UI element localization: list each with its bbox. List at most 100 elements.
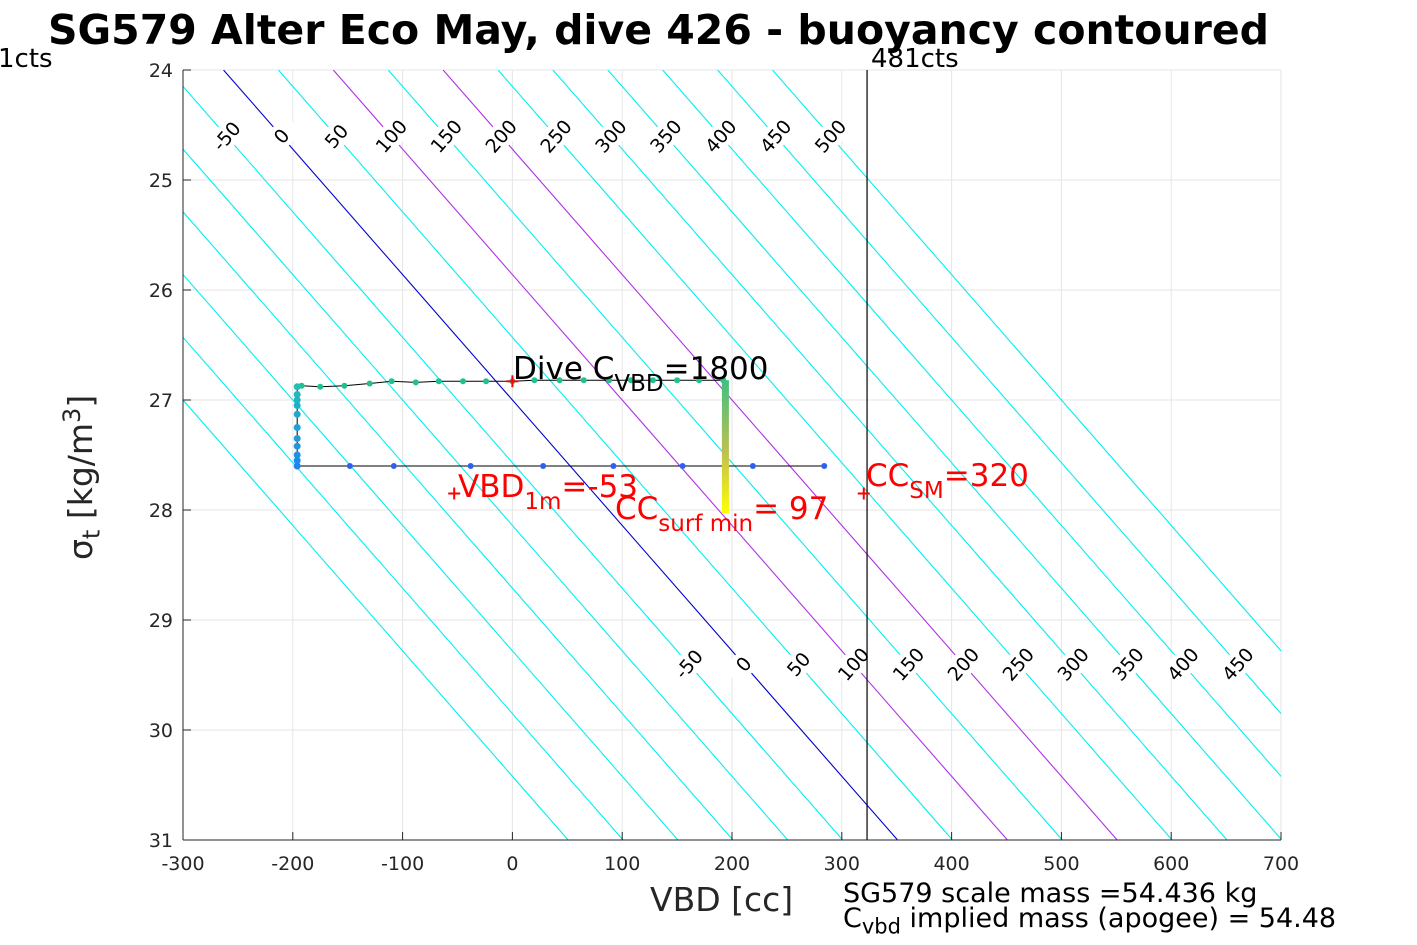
bottom-point xyxy=(293,402,301,409)
x-tick-label: 300 xyxy=(824,853,860,875)
contour-label-upper-bg xyxy=(260,114,303,158)
chart-title: SG579 Alter Eco May, dive 426 - buoyancy… xyxy=(48,6,1270,54)
contour-line xyxy=(607,70,1281,840)
dive-point xyxy=(580,377,587,384)
contour-label-upper-bg xyxy=(534,114,577,158)
dive-series xyxy=(293,377,828,514)
contour-labels: -50 0 50 100 150 200 250 300 350 400 450 500-50 0 50 1… xyxy=(205,114,1259,686)
y-tick-label: 31 xyxy=(149,830,173,852)
dive-line xyxy=(297,379,724,388)
x-tick-label: 400 xyxy=(933,853,969,875)
climb-point xyxy=(821,463,828,469)
contour-label-lower-bg xyxy=(1161,642,1204,686)
contour-label-upper-bg xyxy=(370,114,412,158)
y-label-units: [kg/m xyxy=(61,422,100,520)
contour-label-upper-bg xyxy=(699,114,742,158)
contour-label-lower-bg xyxy=(1106,642,1149,686)
dive-point xyxy=(435,378,442,385)
bottom-point xyxy=(293,383,301,391)
x-tick-label: 0 xyxy=(506,853,518,875)
x-axis-label: VBD [cc] xyxy=(650,880,794,919)
contour-label-upper-bg xyxy=(315,114,358,158)
y-label-sigma: σ xyxy=(61,539,100,560)
x-tick-label: 500 xyxy=(1043,853,1079,875)
footer-rest: implied mass (apogee) = 54.48 xyxy=(900,903,1337,934)
bottom-point xyxy=(293,457,301,464)
contour-line xyxy=(183,211,734,840)
contour-line xyxy=(183,336,624,840)
contour-label-lower-bg xyxy=(832,642,875,686)
contour-label-lower-bg xyxy=(942,642,984,686)
contour-line xyxy=(772,70,1281,652)
climb-point xyxy=(679,463,686,469)
contour-line xyxy=(183,148,789,840)
bottom-point xyxy=(293,442,301,450)
contour-line xyxy=(662,70,1281,778)
climb-point xyxy=(749,463,756,469)
climb-point xyxy=(346,463,353,469)
footer-implied-mass: Cvbd implied mass (apogee) = 54.48 xyxy=(843,903,1336,938)
x-tick-label: -300 xyxy=(161,853,204,875)
contour-line xyxy=(183,273,679,840)
dive-point xyxy=(627,377,634,384)
bottom-point xyxy=(293,391,301,398)
bottom-point xyxy=(293,424,301,431)
x-tick-label: 700 xyxy=(1263,853,1299,875)
contour-label-upper-bg xyxy=(480,114,522,158)
surface-bar xyxy=(721,380,729,514)
dive-point xyxy=(674,377,681,384)
bottom-point xyxy=(293,462,301,470)
contour-label-upper-bg xyxy=(754,114,797,158)
contour-line xyxy=(183,85,844,840)
dive-point xyxy=(606,377,613,384)
annotation-dive-cvbd: Dive CVBD=1800 xyxy=(513,351,769,397)
annotation-cc-sm: CCSM=320 xyxy=(866,458,1029,504)
y-label-sup: 3 xyxy=(58,407,86,423)
dive-point xyxy=(696,377,703,384)
dive-point xyxy=(366,380,373,387)
climb-point xyxy=(610,463,617,469)
contour-line xyxy=(183,399,569,840)
contour-label-lower-bg xyxy=(667,642,710,686)
dive-point xyxy=(483,378,490,385)
contour-label-upper-bg xyxy=(205,114,248,158)
climb-point xyxy=(540,463,547,469)
footer-scale-mass: SG579 scale mass =54.436 kg xyxy=(843,878,1258,909)
y-axis-label: σt [kg/m3] xyxy=(58,395,106,560)
x-tick-label: 200 xyxy=(714,853,750,875)
contour-label-lower-bg xyxy=(1216,642,1259,686)
dive-point xyxy=(412,379,419,386)
footer-c: C xyxy=(843,903,862,934)
annotation-vbd-1m: VBD1m=-53 xyxy=(458,469,638,515)
y-tick-label: 27 xyxy=(149,390,173,412)
y-tick-label: 26 xyxy=(149,280,173,302)
contour-line xyxy=(717,70,1281,715)
x-tick-label: -100 xyxy=(381,853,424,875)
dive-point xyxy=(388,378,395,385)
dive-point xyxy=(459,378,466,385)
x-tick-label: 600 xyxy=(1153,853,1189,875)
dive-point xyxy=(649,377,656,384)
contour-label-lower-bg xyxy=(722,642,765,686)
bottom-point xyxy=(293,435,301,442)
y-label-sub: t xyxy=(77,529,106,540)
contour-label-lower-bg xyxy=(997,642,1039,686)
x-tick-label: -200 xyxy=(271,853,314,875)
contour-label-upper-bg xyxy=(809,114,852,158)
climb-point xyxy=(390,463,397,469)
footer-vbd-sub: vbd xyxy=(861,914,901,939)
contour-line xyxy=(332,70,1008,840)
contour-label-upper-bg xyxy=(644,114,687,158)
contour-label-upper-bg xyxy=(589,114,632,158)
contour-line xyxy=(552,70,1228,840)
contour-line xyxy=(278,70,953,840)
x-tick-label: 100 xyxy=(604,853,640,875)
contour-line xyxy=(497,70,1173,840)
contour-label-lower-bg xyxy=(777,642,820,686)
dive-point xyxy=(317,383,324,390)
tick-labels: -300 -200 -100 0 100 200 300 400 500 600 700 24 25 26… xyxy=(149,60,1299,875)
bottom-point xyxy=(293,410,301,418)
contour-line xyxy=(223,70,898,840)
climb-point xyxy=(467,463,474,469)
